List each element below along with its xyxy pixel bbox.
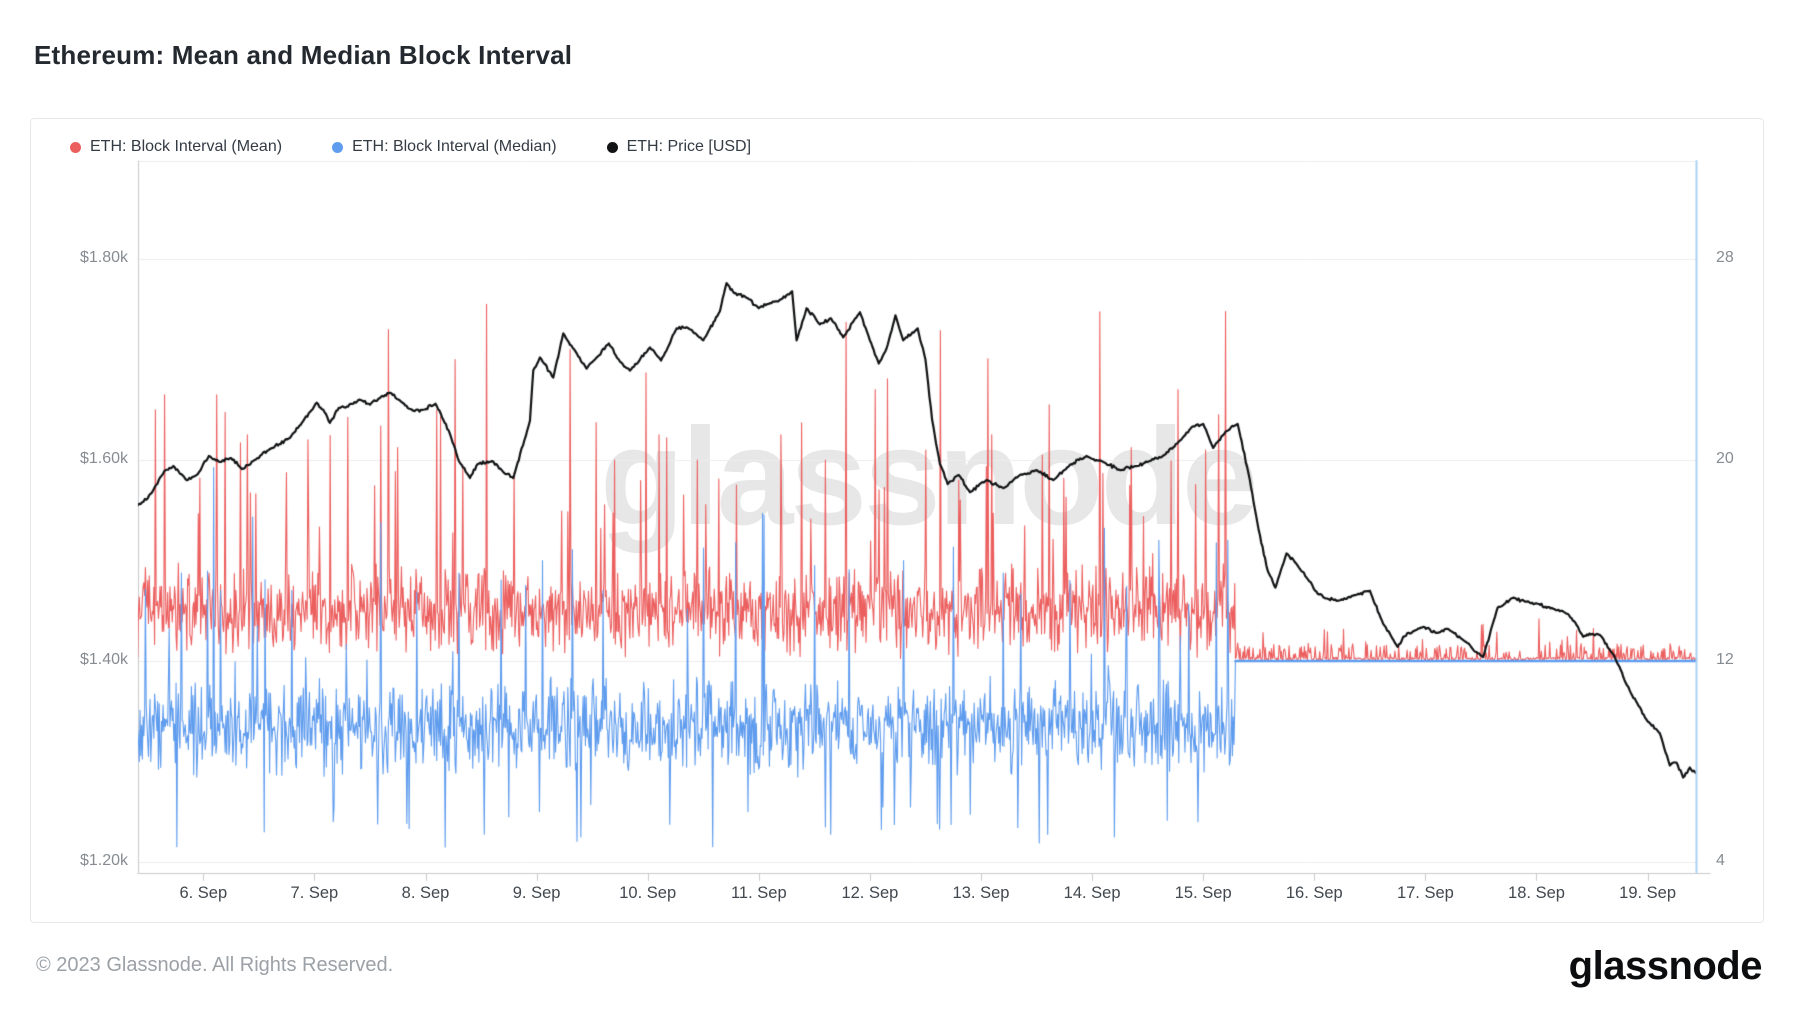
legend-item-median[interactable]: ETH: Block Interval (Median) (332, 138, 557, 156)
price-series-dot-icon (606, 141, 618, 153)
legend-label-median: ETH: Block Interval (Median) (352, 138, 557, 155)
chart-legend: ETH: Block Interval (Mean) ETH: Block In… (70, 138, 751, 156)
legend-item-mean[interactable]: ETH: Block Interval (Mean) (70, 138, 282, 156)
legend-label-price: ETH: Price [USD] (626, 138, 752, 155)
median-series-dot-icon (332, 141, 344, 153)
legend-label-mean: ETH: Block Interval (Mean) (90, 138, 283, 155)
legend-item-price[interactable]: ETH: Price [USD] (606, 138, 752, 156)
mean-series-dot-icon (70, 141, 81, 153)
